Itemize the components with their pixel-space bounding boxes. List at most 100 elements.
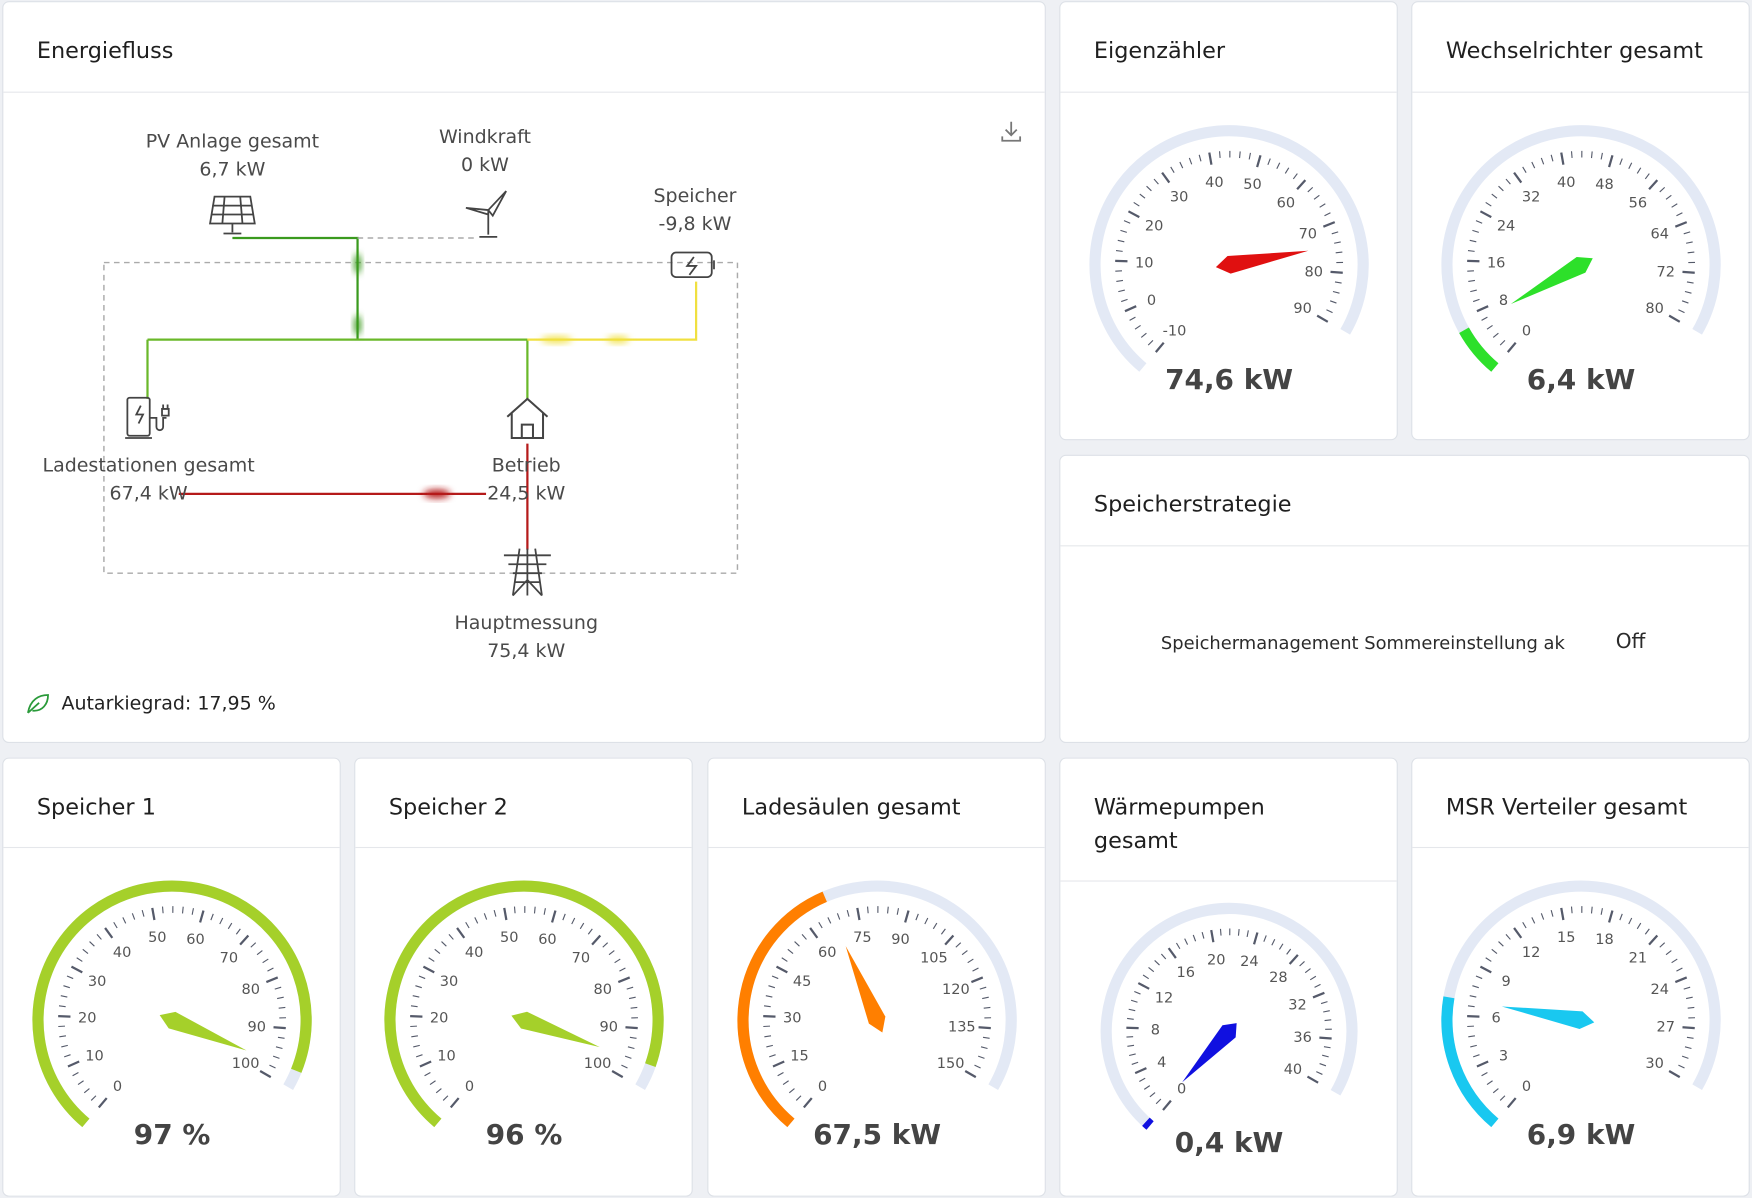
gauge-minor-tick bbox=[626, 986, 634, 990]
gauge-minor-tick bbox=[1676, 212, 1683, 217]
gauge-tick-label: 80 bbox=[594, 982, 612, 998]
gauge-minor-tick bbox=[788, 1088, 795, 1094]
gauge-minor-tick bbox=[58, 1005, 66, 1008]
storage-strategy-card: Speicherstrategie Speichermanagement Som… bbox=[1059, 454, 1750, 744]
gauge-major-tick bbox=[1648, 179, 1659, 190]
gauge-minor-tick bbox=[1683, 231, 1691, 235]
gauge-tick-label: 36 bbox=[1293, 1030, 1311, 1046]
gauge-minor-tick bbox=[1499, 339, 1506, 346]
gauge-minor-tick bbox=[1550, 910, 1554, 917]
gauge-minor-tick bbox=[428, 957, 435, 962]
gauge-major-tick bbox=[1288, 954, 1299, 965]
gauge-track bbox=[1441, 880, 1721, 1128]
gauge-minor-tick bbox=[1469, 995, 1477, 998]
gauge-needle bbox=[159, 1011, 247, 1051]
gauge-major-tick bbox=[449, 1097, 460, 1109]
gauge-track bbox=[1441, 125, 1721, 372]
gauge-minor-tick bbox=[483, 913, 488, 920]
gauge-minor-tick bbox=[89, 941, 95, 947]
gauge-tick-label: 30 bbox=[1645, 1056, 1663, 1072]
gauge-tick-label: 30 bbox=[1170, 190, 1188, 206]
gauge-minor-tick bbox=[1319, 203, 1326, 208]
gauge-title: Wärmepumpen gesamt bbox=[1093, 793, 1265, 854]
gauge-major-tick bbox=[625, 1026, 638, 1030]
gauge-tick-label: 24 bbox=[1651, 982, 1669, 998]
gauge-minor-tick bbox=[621, 1064, 628, 1069]
gauge-tick-label: 30 bbox=[440, 974, 458, 990]
gauge-tick-label: 32 bbox=[1522, 190, 1540, 206]
gauge-minor-tick bbox=[1323, 1046, 1331, 1049]
gauge-minor-tick bbox=[1324, 1019, 1332, 1022]
gauge-major-tick bbox=[809, 927, 819, 939]
gauge-band bbox=[737, 891, 827, 1128]
gauge-major-tick bbox=[503, 907, 508, 921]
gauge-minor-tick bbox=[801, 934, 807, 940]
gauge-major-tick bbox=[964, 1070, 977, 1079]
gauge-minor-tick bbox=[836, 913, 841, 920]
gauge-minor-tick bbox=[267, 967, 274, 972]
gauge-tick-label: 8 bbox=[1499, 293, 1508, 309]
gauge-tick-label: 80 bbox=[1305, 264, 1323, 280]
gauge-major-tick bbox=[151, 907, 156, 921]
gauge-major-tick bbox=[1668, 314, 1681, 323]
gauge-minor-tick bbox=[277, 996, 284, 1000]
gauge-title: MSR Verteiler gesamt bbox=[1445, 793, 1688, 821]
gauge-minor-tick bbox=[764, 1035, 772, 1038]
gauge-minor-tick bbox=[1320, 1001, 1328, 1005]
gauge-tick-label: 56 bbox=[1629, 195, 1647, 211]
gauge-minor-tick bbox=[1128, 1008, 1136, 1012]
download-icon[interactable] bbox=[998, 118, 1025, 149]
gauge-minor-tick bbox=[1659, 186, 1666, 193]
gauge-minor-tick bbox=[980, 1046, 988, 1050]
gauge-tick-label: 135 bbox=[948, 1020, 976, 1036]
gauge-major-tick bbox=[772, 1060, 785, 1068]
gauge-minor-tick bbox=[1170, 166, 1175, 173]
gauge-minor-tick bbox=[1644, 928, 1650, 935]
gauge-major-tick bbox=[1648, 934, 1659, 946]
gauge-minor-tick bbox=[1129, 316, 1136, 321]
gauge-minor-tick bbox=[441, 941, 447, 947]
gauge-minor-tick bbox=[1498, 185, 1504, 192]
gauge-minor-tick bbox=[1129, 1053, 1136, 1057]
gauge-tick-label: 80 bbox=[1645, 301, 1663, 317]
gauge-minor-tick bbox=[90, 1095, 97, 1101]
strategy-setting-value[interactable]: Off bbox=[1615, 630, 1646, 654]
gauge-tick-label: 70 bbox=[572, 951, 590, 967]
gauge-major-tick bbox=[1306, 1075, 1319, 1084]
gauge-tick-label: 20 bbox=[78, 1011, 96, 1027]
gauge-minor-tick bbox=[434, 948, 441, 954]
gauge-minor-tick bbox=[513, 906, 516, 914]
gauge-minor-tick bbox=[1246, 930, 1249, 938]
divider bbox=[1060, 880, 1397, 882]
gauge-minor-tick bbox=[1201, 931, 1205, 939]
gauge-major-tick bbox=[1674, 221, 1688, 228]
gauge-minor-tick bbox=[1684, 290, 1692, 294]
gauge-minor-tick bbox=[181, 906, 184, 914]
gauge-minor-tick bbox=[278, 1006, 286, 1009]
gauge-minor-tick bbox=[1671, 958, 1678, 964]
gauge-tick-label: 80 bbox=[242, 982, 260, 998]
gauge-minor-tick bbox=[1468, 1035, 1476, 1038]
gauge-minor-tick bbox=[766, 1044, 773, 1048]
gauge-tick-label: 10 bbox=[1135, 255, 1153, 271]
gauge-needle bbox=[845, 946, 886, 1033]
gauge-tick-label: 24 bbox=[1240, 954, 1258, 970]
gauge-minor-tick bbox=[1143, 1085, 1151, 1090]
autarky-indicator: Autarkiegrad: 17,95 % bbox=[26, 693, 276, 715]
gauge-major-tick bbox=[1127, 210, 1140, 219]
divider bbox=[3, 846, 340, 849]
gauge-tick-label: 45 bbox=[793, 974, 811, 990]
pv-value: 6,7 kW bbox=[199, 158, 265, 180]
gauge-minor-tick bbox=[1322, 1054, 1329, 1058]
gauge-tick-label: 28 bbox=[1269, 970, 1287, 986]
gauge-minor-tick bbox=[624, 1055, 632, 1059]
gauge-tick-label: 150 bbox=[937, 1056, 965, 1072]
gauge-tick-label: 40 bbox=[465, 945, 483, 961]
gauge-minor-tick bbox=[1485, 201, 1492, 207]
gauge-tick-label: 0 bbox=[1522, 1079, 1531, 1095]
gauge-minor-tick bbox=[619, 967, 626, 972]
gauge-value: 74,6 kW bbox=[1165, 363, 1293, 396]
gauge-major-tick bbox=[1208, 152, 1213, 165]
power-tower-icon bbox=[503, 548, 551, 597]
